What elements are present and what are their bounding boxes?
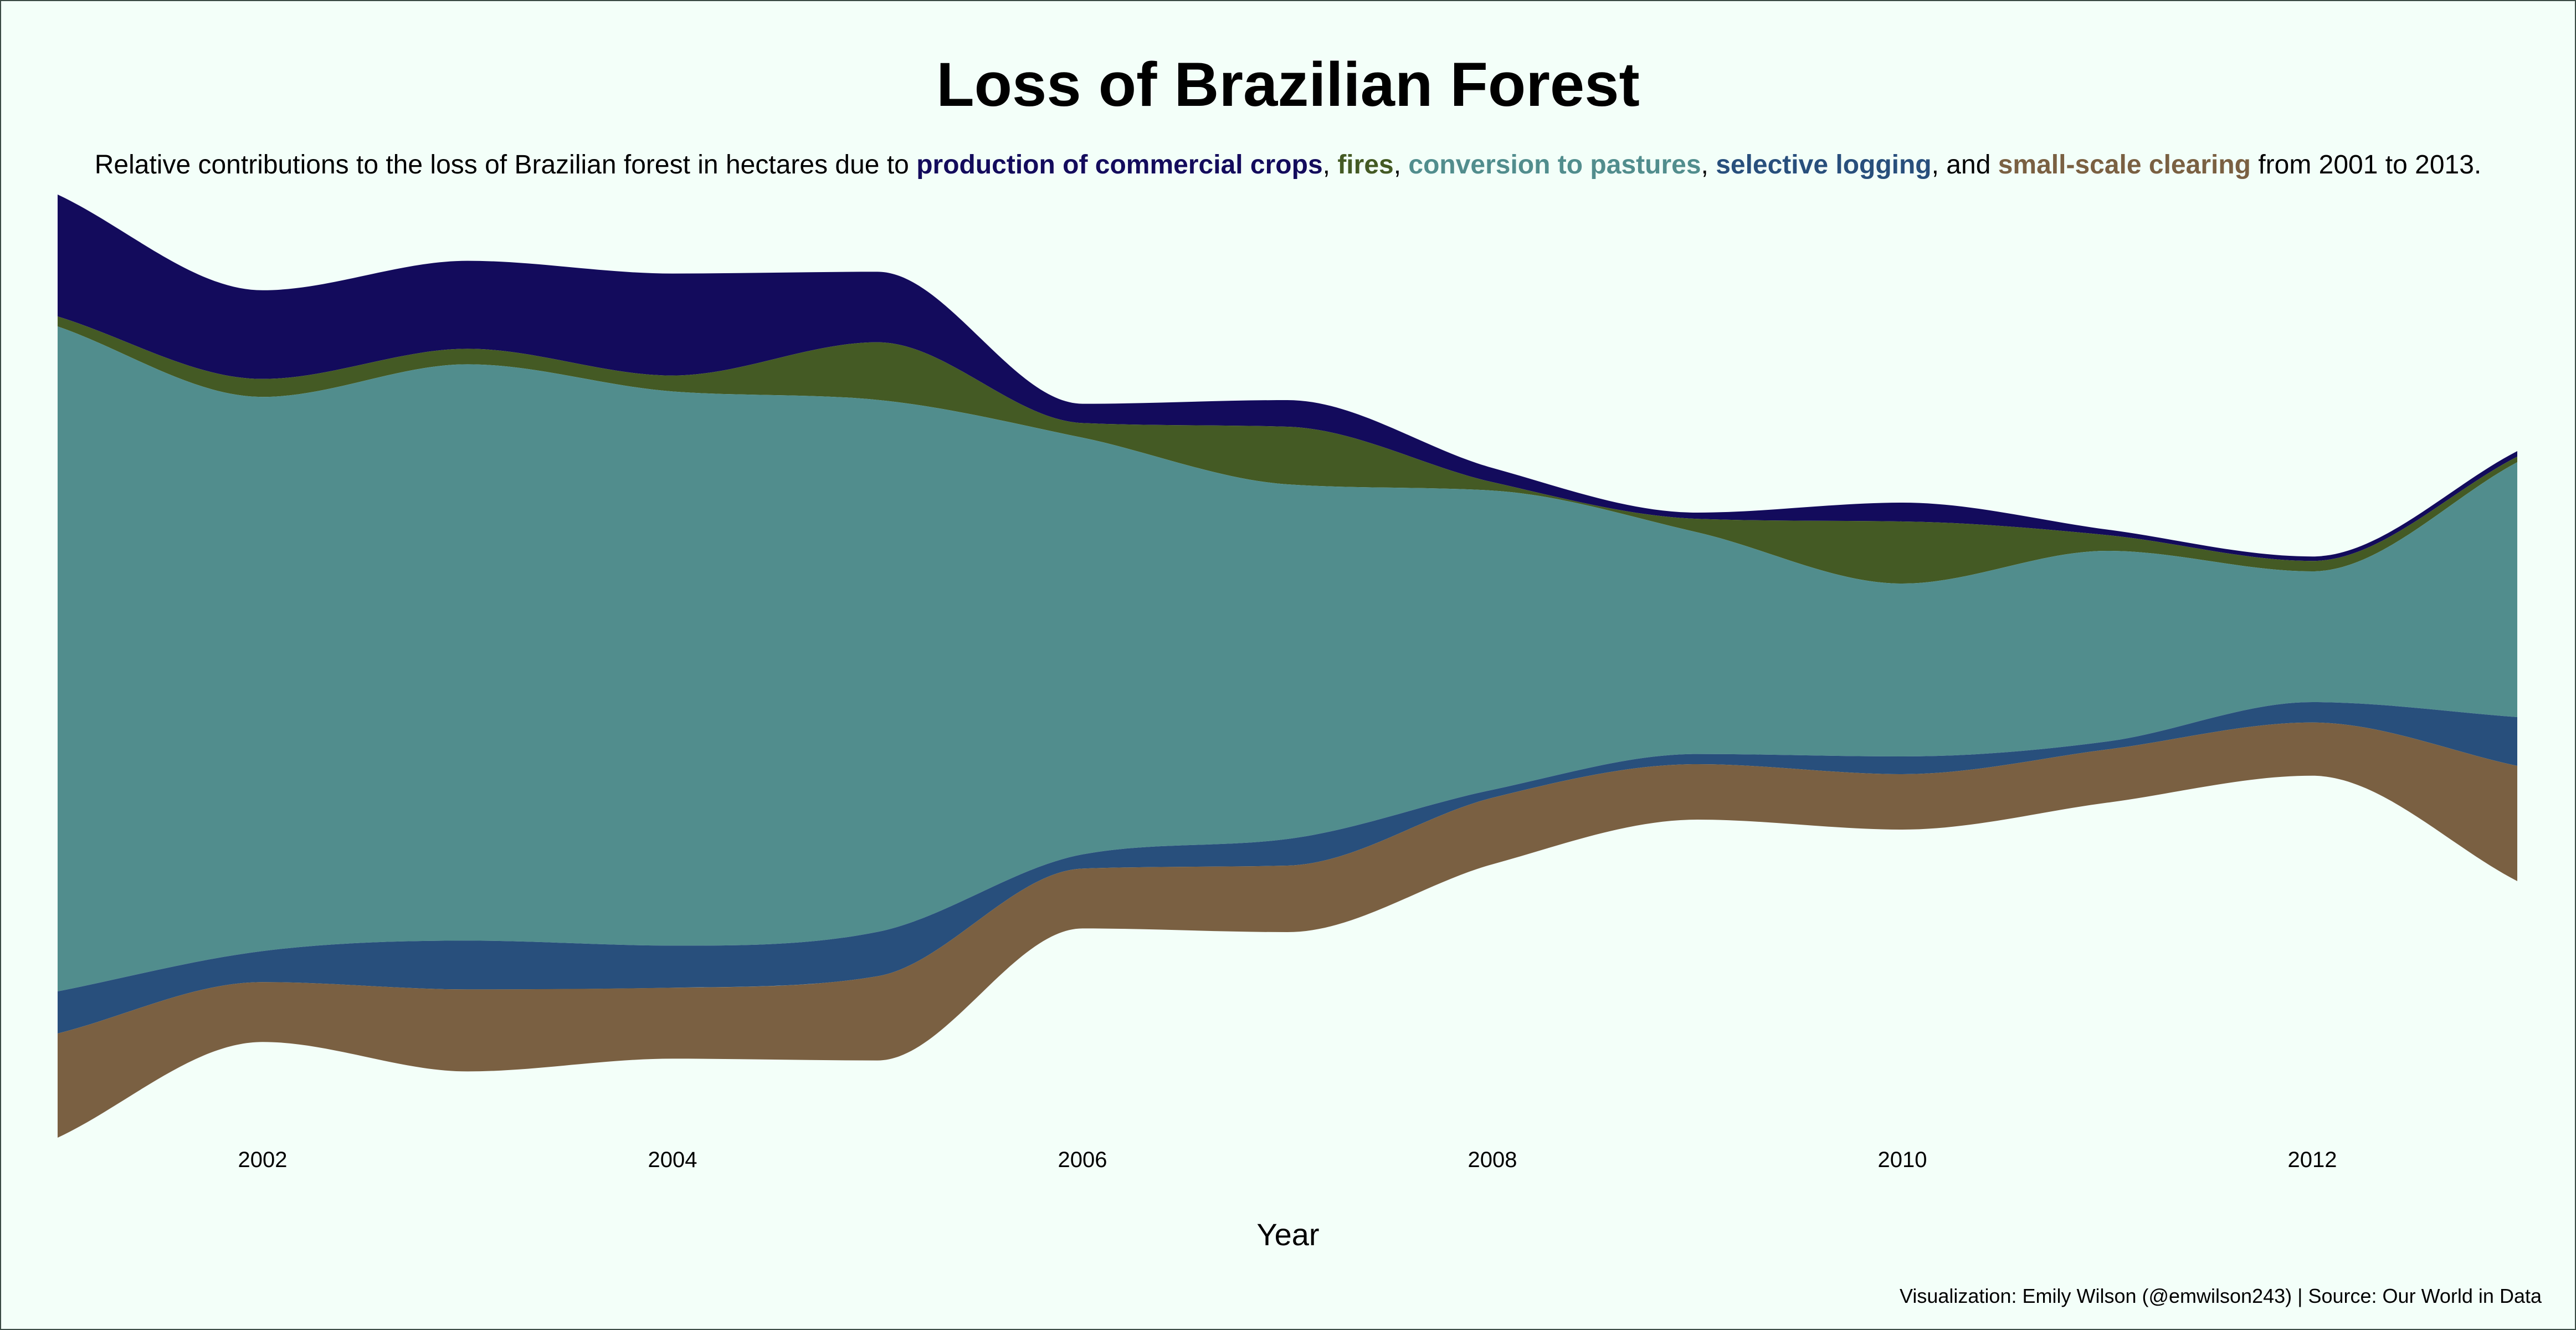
subtitle-term-crops: production of commercial crops: [916, 150, 1323, 180]
chart-caption: Visualization: Emily Wilson (@emwilson24…: [1900, 1285, 2542, 1307]
subtitle-suffix: from 2001 to 2013.: [2250, 150, 2482, 180]
x-tick-label: 2008: [1468, 1148, 1517, 1172]
subtitle-separator: ,: [1322, 150, 1338, 180]
subtitle-separator: , and: [1931, 150, 1998, 180]
subtitle-term-fires: fires: [1337, 150, 1394, 180]
chart-subtitle: Relative contributions to the loss of Br…: [0, 150, 2576, 180]
x-tick-label: 2010: [1878, 1148, 1927, 1172]
chart-title: Loss of Brazilian Forest: [936, 50, 1640, 119]
stream-layer-fires: [58, 316, 2517, 584]
subtitle-term-clearing: small-scale clearing: [1998, 150, 2251, 180]
x-tick-label: 2012: [2288, 1148, 2337, 1172]
subtitle-prefix: Relative contributions to the loss of Br…: [94, 150, 917, 180]
stream-layer-selective-logging: [58, 702, 2517, 1034]
stream-layer-small-scale-clearing: [58, 722, 2517, 1138]
x-axis-label: Year: [1256, 1217, 1320, 1252]
x-tick-label: 2002: [238, 1148, 288, 1172]
x-tick-label: 2006: [1058, 1148, 1107, 1172]
subtitle-separator: ,: [1701, 150, 1716, 180]
subtitle-separator: ,: [1393, 150, 1409, 180]
x-tick-label: 2004: [648, 1148, 697, 1172]
stream-layer-production-of-commercial-crops: [58, 195, 2517, 561]
subtitle-term-logging: selective logging: [1716, 150, 1932, 180]
subtitle-term-pastures: conversion to pastures: [1408, 150, 1701, 180]
stream-layer-conversion-to-pastures: [58, 326, 2517, 991]
